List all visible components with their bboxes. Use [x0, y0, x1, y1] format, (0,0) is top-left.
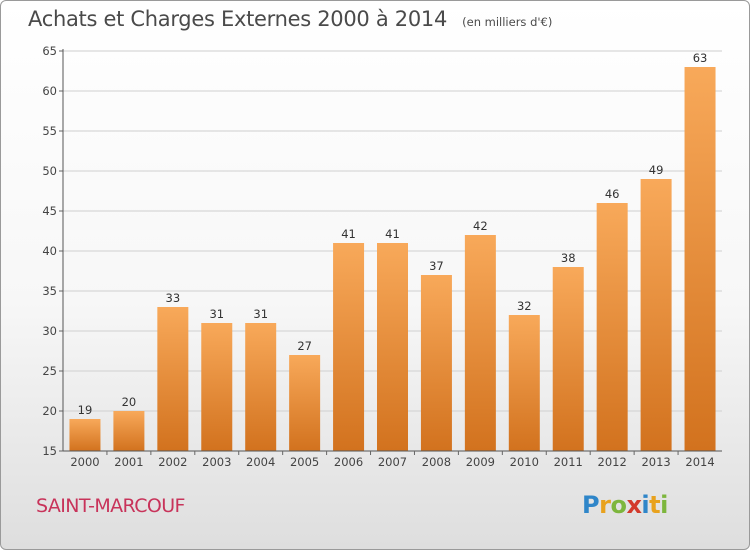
data-label-2008: 37	[429, 259, 444, 273]
logo-letter: o	[610, 491, 627, 519]
y-tick-label: 30	[42, 324, 57, 338]
y-tick-label: 40	[42, 244, 57, 258]
logo-letter: i	[641, 491, 650, 519]
bar-2007	[377, 243, 408, 451]
proxiti-logo: Proxiti	[582, 491, 668, 519]
data-label-2012: 46	[605, 187, 620, 201]
y-tick-label: 35	[42, 284, 57, 298]
y-tick-label: 25	[42, 364, 57, 378]
logo-letter: x	[626, 491, 642, 519]
bar-2001	[113, 411, 145, 451]
bar-2012	[596, 203, 628, 451]
data-label-2007: 41	[385, 227, 400, 241]
y-tick-label: 65	[42, 44, 57, 58]
data-label-2014: 63	[693, 51, 708, 65]
x-tick-label-2012: 2012	[598, 455, 627, 469]
logo-letter: r	[599, 491, 611, 519]
bar-2000	[69, 419, 101, 451]
x-tick-label-2010: 2010	[510, 455, 539, 469]
x-tick-label-2000: 2000	[70, 455, 99, 469]
data-label-2002: 33	[166, 291, 181, 305]
bar-2011	[552, 267, 584, 451]
logo-letter: t	[649, 491, 661, 519]
data-label-2011: 38	[561, 251, 576, 265]
x-tick-label-2007: 2007	[378, 455, 407, 469]
x-tick-label-2014: 2014	[685, 455, 714, 469]
data-label-2005: 27	[297, 339, 312, 353]
data-label-2001: 20	[122, 395, 137, 409]
y-tick-label: 15	[42, 444, 57, 458]
x-tick-label-2008: 2008	[422, 455, 451, 469]
bar-2008	[420, 275, 452, 451]
y-tick-label: 50	[42, 164, 57, 178]
data-label-2010: 32	[517, 299, 532, 313]
x-tick-label-2003: 2003	[202, 455, 231, 469]
x-tick-label-2001: 2001	[114, 455, 143, 469]
data-label-2009: 42	[473, 219, 488, 233]
logo-letter: i	[660, 491, 668, 519]
y-tick-label: 60	[42, 84, 57, 98]
x-tick-label-2006: 2006	[334, 455, 363, 469]
x-tick-label-2005: 2005	[290, 455, 319, 469]
town-name: SAINT-MARCOUF	[36, 495, 185, 517]
bar-2004	[245, 323, 277, 451]
x-tick-label-2011: 2011	[554, 455, 583, 469]
bar-2003	[201, 323, 233, 451]
x-tick-label-2009: 2009	[466, 455, 495, 469]
bar-2014	[684, 67, 716, 451]
x-tick-label-2002: 2002	[158, 455, 187, 469]
bar-2013	[640, 179, 672, 451]
title-row: Achats et Charges Externes 2000 à 2014 (…	[28, 7, 552, 31]
bar-layer: 19 20 33 31 31 27 41 41 37 42 32 38 46 49 63	[69, 51, 716, 451]
data-label-2006: 41	[341, 227, 356, 241]
bar-2006	[333, 243, 365, 451]
y-tick-label: 20	[42, 404, 57, 418]
y-tick-label: 55	[42, 124, 57, 138]
x-tick-label-2004: 2004	[246, 455, 275, 469]
bar-2010	[508, 315, 540, 451]
logo-letter: P	[582, 491, 600, 519]
chart-unit: (en milliers d'€)	[462, 15, 553, 29]
bar-2009	[464, 235, 496, 451]
chart-title: Achats et Charges Externes 2000 à 2014	[28, 7, 448, 31]
bar-2005	[289, 355, 321, 451]
data-label-2000: 19	[78, 403, 93, 417]
data-label-2013: 49	[649, 163, 664, 177]
bar-2002	[157, 307, 189, 451]
axis-layer: 15 20 25 30 35 40 45 50 55 60 65 2000 2001 2002 2003 20…	[42, 44, 722, 469]
data-label-2004: 31	[253, 307, 268, 321]
y-tick-label: 45	[42, 204, 57, 218]
x-tick-label-2013: 2013	[641, 455, 670, 469]
data-label-2003: 31	[209, 307, 224, 321]
